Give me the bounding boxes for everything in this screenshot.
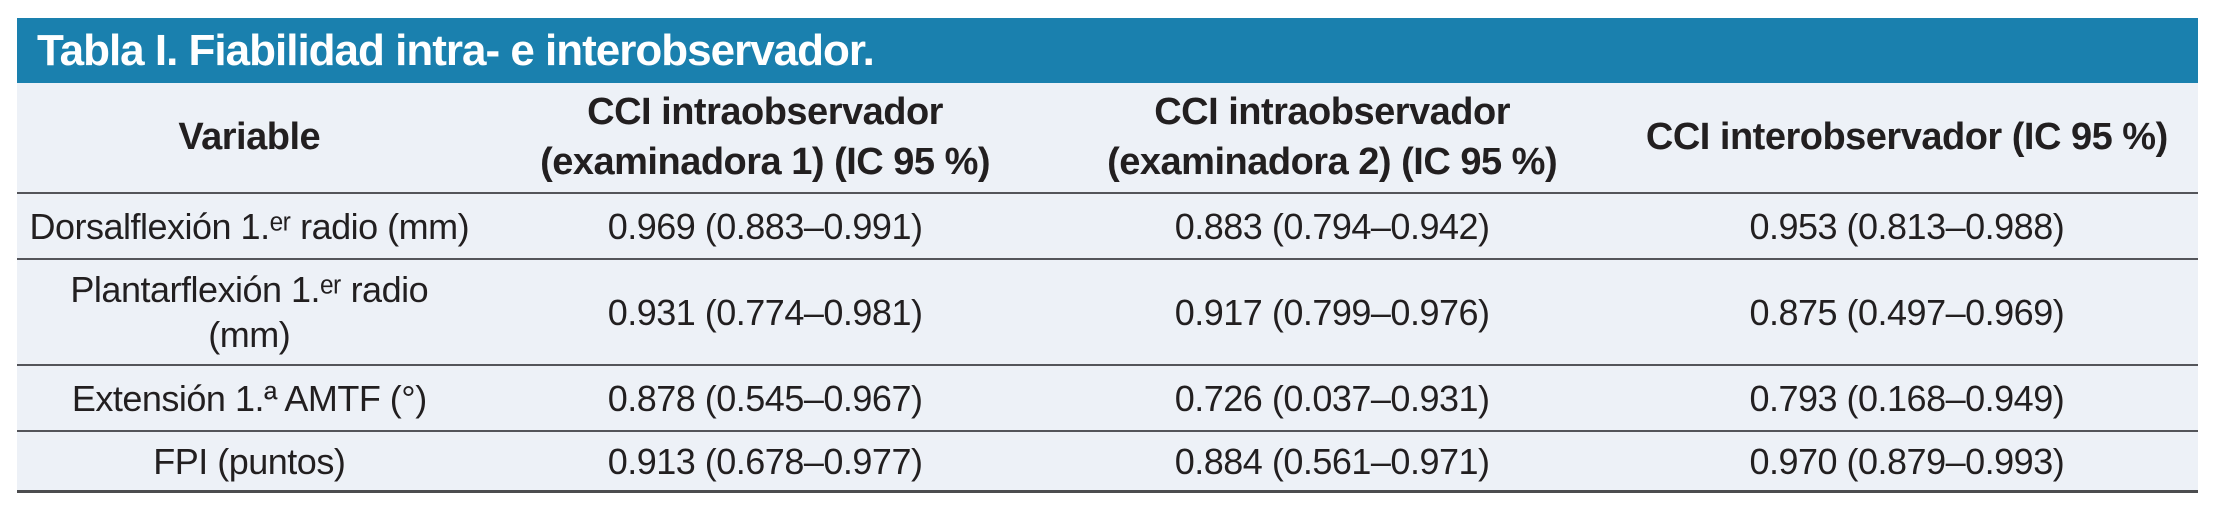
cell-cci-intra-1: 0.969 (0.883–0.991) xyxy=(607,205,923,247)
reliability-table: Variable CCI intraobservador (examinador… xyxy=(17,83,2198,493)
cell-cci-inter: 0.875 (0.497–0.969) xyxy=(1749,291,2065,333)
cell-cci-intra-2: 0.726 (0.037–0.931) xyxy=(1174,377,1490,419)
cell-cci-intra-2: 0.917 (0.799–0.976) xyxy=(1174,291,1490,333)
cell-cci-intra-2: 0.884 (0.561–0.971) xyxy=(1174,440,1490,482)
column-header-cci-intraobservador-1: CCI intraobservador (examinadora 1) (IC … xyxy=(540,91,991,183)
table-row-extension: Extensión 1.ª AMTF (°) 0.878 (0.545–0.96… xyxy=(17,364,2198,430)
column-header-variable: Variable xyxy=(178,115,321,158)
table-row-fpi: FPI (puntos) 0.913 (0.678–0.977) 0.884 (… xyxy=(17,430,2198,490)
cell-cci-intra-1: 0.931 (0.774–0.981) xyxy=(607,291,923,333)
cell-variable: Dorsalflexión 1.ᵉʳ radio (mm) xyxy=(29,205,470,247)
column-header-cci-interobservador: CCI interobservador (IC 95 %) xyxy=(1645,115,2168,158)
cell-cci-intra-1: 0.913 (0.678–0.977) xyxy=(607,440,923,482)
cell-variable: Extensión 1.ª AMTF (°) xyxy=(71,377,427,419)
table-title-bar: Tabla I. Fiabilidad intra- e interobserv… xyxy=(17,18,2198,83)
cell-variable: FPI (puntos) xyxy=(153,440,346,482)
column-header-cci-intraobservador-2: CCI intraobservador (examinadora 2) (IC … xyxy=(1107,91,1558,183)
table-title: Tabla I. Fiabilidad intra- e interobserv… xyxy=(37,25,875,75)
cell-cci-intra-1: 0.878 (0.545–0.967) xyxy=(607,377,923,419)
cell-cci-inter: 0.970 (0.879–0.993) xyxy=(1749,440,2065,482)
table-card: Tabla I. Fiabilidad intra- e interobserv… xyxy=(17,18,2198,493)
table-row-plantarflexion: Plantarflexión 1.ᵉʳ radio (mm) 0.931 (0.… xyxy=(17,258,2198,364)
cell-cci-inter: 0.793 (0.168–0.949) xyxy=(1749,377,2065,419)
cell-cci-inter: 0.953 (0.813–0.988) xyxy=(1749,205,2065,247)
cell-variable: Plantarflexión 1.ᵉʳ radio (mm) xyxy=(70,269,429,355)
table-row-dorsalflexion: Dorsalflexión 1.ᵉʳ radio (mm) 0.969 (0.8… xyxy=(17,192,2198,258)
cell-cci-intra-2: 0.883 (0.794–0.942) xyxy=(1174,205,1490,247)
table-header-row: Variable CCI intraobservador (examinador… xyxy=(17,83,2198,192)
